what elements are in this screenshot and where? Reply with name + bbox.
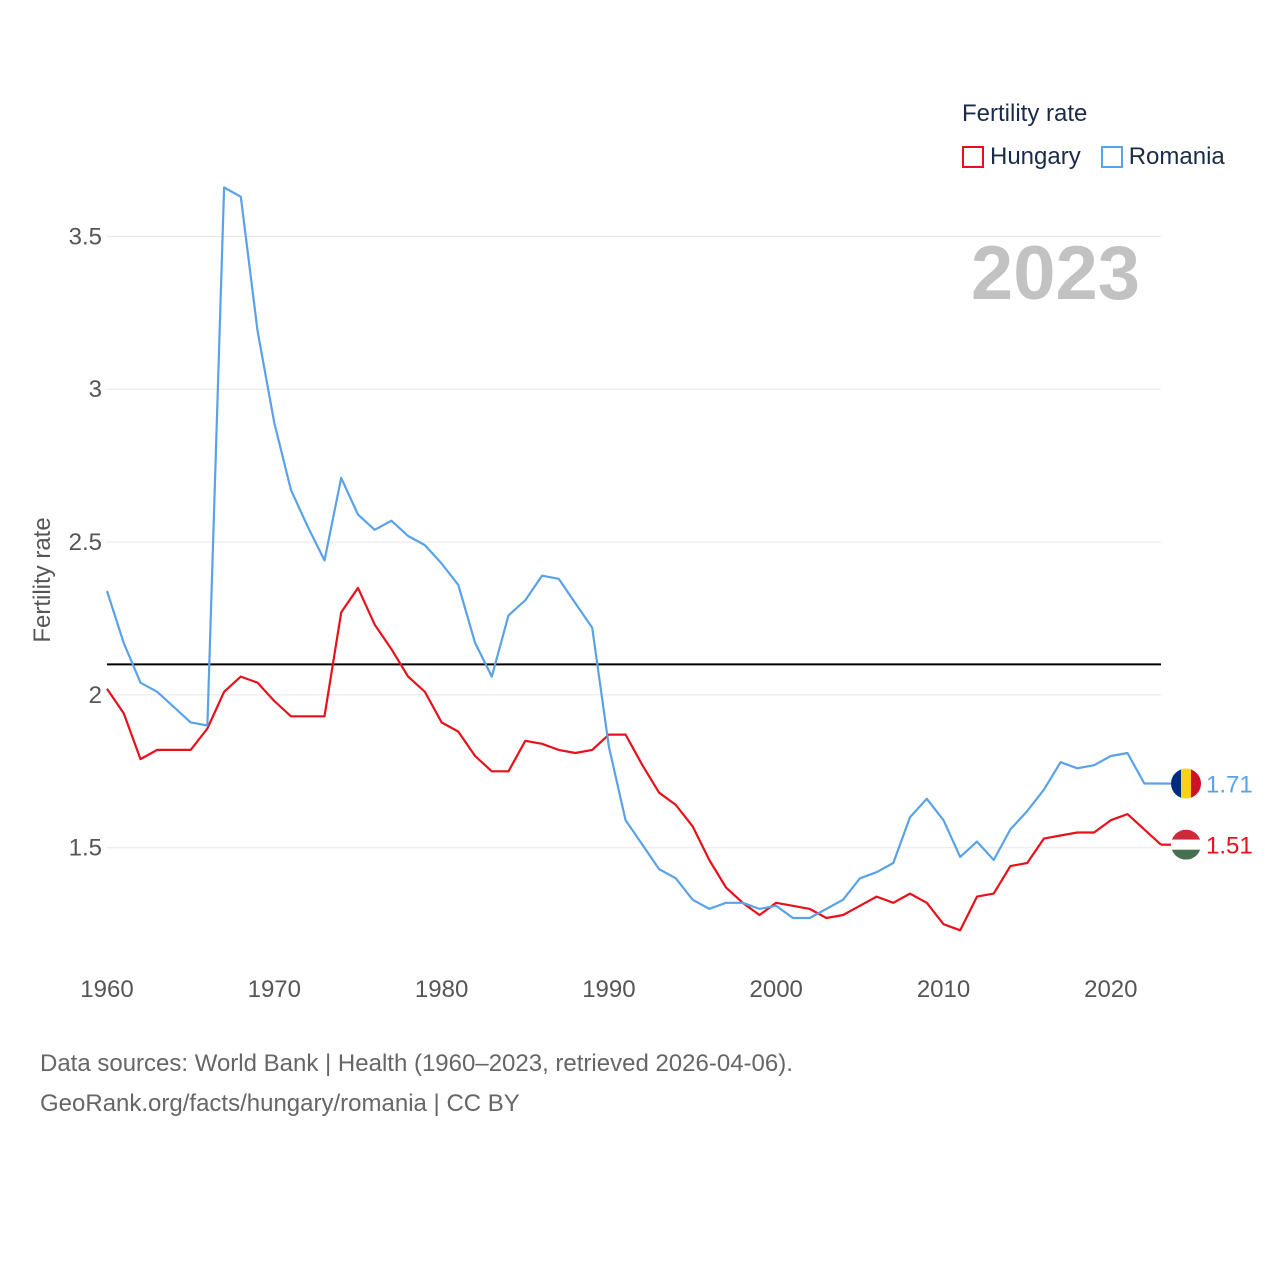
- x-tick-label: 1960: [80, 976, 133, 1003]
- y-tick-label: 2.5: [69, 529, 102, 556]
- source-note: Data sources: World Bank | Health (1960–…: [40, 1044, 793, 1124]
- flag-hungary-icon: [1171, 829, 1201, 860]
- x-tick-label: 1970: [248, 976, 301, 1003]
- legend-swatch-hungary: [962, 146, 984, 168]
- legend-label-hungary: Hungary: [990, 143, 1081, 170]
- y-tick-label: 3: [89, 376, 102, 403]
- end-value-label-hungary: 1.51: [1206, 833, 1253, 860]
- x-tick-label: 2010: [917, 976, 970, 1003]
- legend-item-romania[interactable]: Romania: [1100, 143, 1225, 171]
- legend: Hungary Romania: [962, 143, 1245, 171]
- y-tick-label: 1.5: [69, 835, 102, 862]
- series-line-romania: [105, 186, 1161, 920]
- y-tick-label: 2: [89, 682, 102, 709]
- y-tick-label: 3.5: [69, 223, 102, 250]
- end-value-label-romania: 1.71: [1206, 772, 1253, 799]
- y-axis-label: Fertility rate: [29, 517, 56, 642]
- legend-title: Fertility rate: [962, 100, 1088, 127]
- flag-romania-icon: [1171, 768, 1201, 799]
- legend-label-romania: Romania: [1128, 143, 1225, 170]
- x-tick-label: 1980: [415, 976, 468, 1003]
- source-line-1: Data sources: World Bank | Health (1960–…: [40, 1050, 793, 1077]
- source-line-2[interactable]: GeoRank.org/facts/hungary/romania | CC B…: [40, 1090, 520, 1117]
- year-label: 2023: [970, 231, 1140, 316]
- legend-item-hungary[interactable]: Hungary: [962, 143, 1081, 171]
- series-line-hungary: [106, 586, 1162, 932]
- legend-swatch-romania: [1100, 146, 1123, 168]
- x-tick-label: 2020: [1084, 976, 1137, 1003]
- x-tick-label: 1990: [582, 976, 635, 1003]
- x-tick-label: 2000: [750, 976, 803, 1003]
